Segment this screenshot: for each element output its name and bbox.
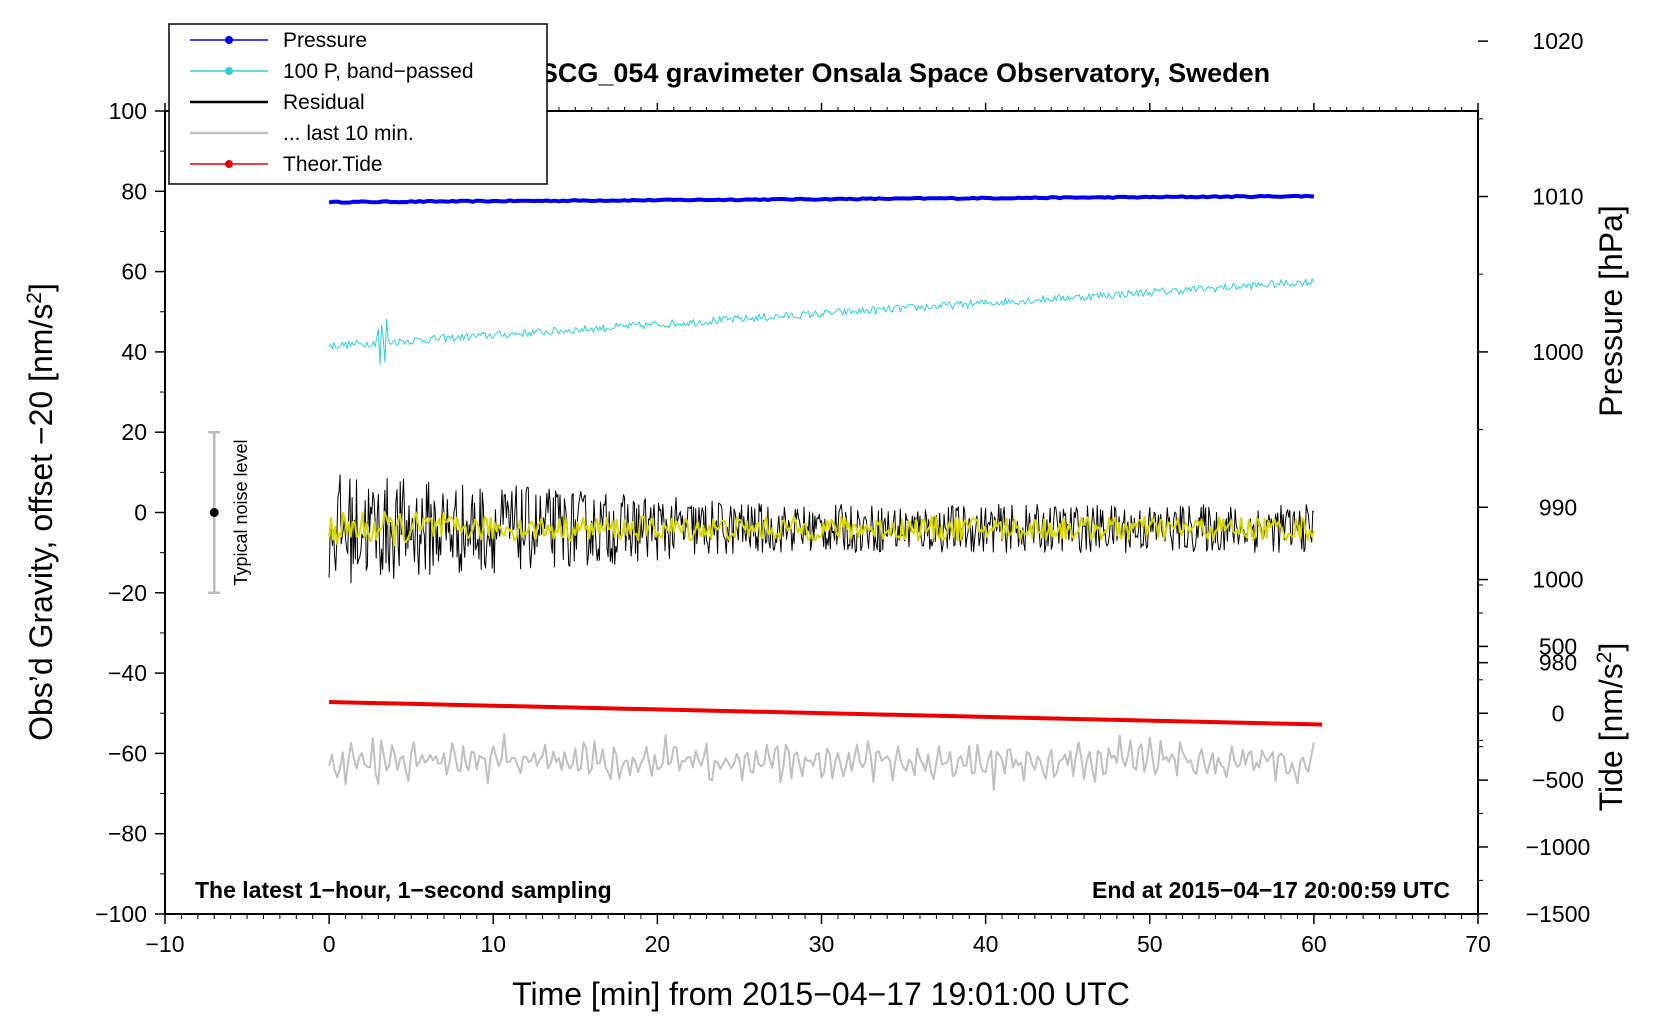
y-tick-label: −80 bbox=[108, 821, 147, 847]
tide-tick-label: −1500 bbox=[1526, 901, 1591, 927]
x-axis-title: Time [min] from 2015−04−17 19:01:00 UTC bbox=[512, 976, 1130, 1012]
y-axis-title: Obs’d Gravity, offset −20 [nm/s2] bbox=[23, 283, 60, 741]
pressure-axis-title: Pressure [hPa] bbox=[1593, 205, 1629, 417]
pressure-line bbox=[328, 193, 1315, 205]
x-tick-label: −10 bbox=[145, 931, 184, 957]
y-tick-label: 20 bbox=[121, 419, 147, 445]
y-tick-label: 80 bbox=[121, 178, 147, 204]
legend-label: Theor.Tide bbox=[283, 153, 383, 176]
tide-line bbox=[329, 700, 1323, 727]
y-tick-label: 100 bbox=[109, 98, 147, 124]
noise-label: Typical noise level bbox=[231, 439, 251, 585]
y-tick-label: 0 bbox=[134, 500, 147, 526]
x-tick-label: 0 bbox=[323, 931, 336, 957]
x-tick-label: 10 bbox=[480, 931, 506, 957]
tide-axis-title: Tide [nm/s2] bbox=[1593, 643, 1630, 812]
tide-tick-label: 500 bbox=[1539, 633, 1577, 659]
pressure-tick-label: 990 bbox=[1539, 494, 1577, 520]
bandpassed-pressure-line bbox=[328, 278, 1315, 366]
y-tick-label: 40 bbox=[121, 339, 147, 365]
chart-title: SCG_054 gravimeter Onsala Space Observat… bbox=[540, 58, 1270, 88]
legend-label: 100 P, band−passed bbox=[283, 60, 474, 83]
x-tick-label: 70 bbox=[1465, 931, 1491, 957]
legend-marker bbox=[225, 160, 233, 168]
tide-tick-label: 1000 bbox=[1532, 567, 1583, 593]
tide-tick-label: −1000 bbox=[1526, 834, 1591, 860]
pressure-tick-label: 1010 bbox=[1532, 184, 1583, 210]
x-tick-label: 60 bbox=[1301, 931, 1327, 957]
y-tick-label: 60 bbox=[121, 259, 147, 285]
legend: Pressure 100 P, band−passed Residual ... la… bbox=[168, 23, 548, 185]
bottom-right-note: End at 2015−04−17 20:00:59 UTC bbox=[1092, 877, 1450, 903]
bottom-left-note: The latest 1−hour, 1−second sampling bbox=[195, 877, 612, 903]
y-tick-label: −20 bbox=[108, 580, 147, 606]
pressure-tick-label: 980 bbox=[1539, 650, 1577, 676]
last-10-min-line bbox=[328, 733, 1315, 792]
legend-label: Residual bbox=[283, 91, 365, 114]
series-layer bbox=[328, 193, 1323, 792]
legend-box bbox=[168, 23, 548, 185]
y-tick-label: −60 bbox=[108, 740, 147, 766]
legend-label: Pressure bbox=[283, 29, 367, 52]
residual-smoothed-line bbox=[328, 511, 1315, 547]
pressure-tick-label: 1020 bbox=[1532, 28, 1583, 54]
y-tick-label: −40 bbox=[108, 660, 147, 686]
axes-layer: −10 0 10 20 30 40 50 60 70−100−80−60−40−20020406… bbox=[95, 28, 1591, 957]
pressure-tick-label: 1000 bbox=[1532, 339, 1583, 365]
y-tick-label: −100 bbox=[95, 901, 147, 927]
noise-center-dot bbox=[209, 508, 219, 517]
legend-marker bbox=[225, 36, 233, 44]
x-tick-label: 40 bbox=[973, 931, 999, 957]
legend-entries: Pressure 100 P, band−passed Residual ... la… bbox=[190, 29, 474, 176]
legend-marker bbox=[225, 67, 233, 75]
tide-tick-label: 0 bbox=[1552, 700, 1565, 726]
x-tick-label: 20 bbox=[645, 931, 671, 957]
tide-tick-label: −500 bbox=[1532, 767, 1584, 793]
noise-indicator: Typical noise level bbox=[208, 430, 251, 595]
x-tick-label: 30 bbox=[809, 931, 835, 957]
legend-label: ... last 10 min. bbox=[283, 122, 414, 145]
x-tick-label: 50 bbox=[1137, 931, 1163, 957]
